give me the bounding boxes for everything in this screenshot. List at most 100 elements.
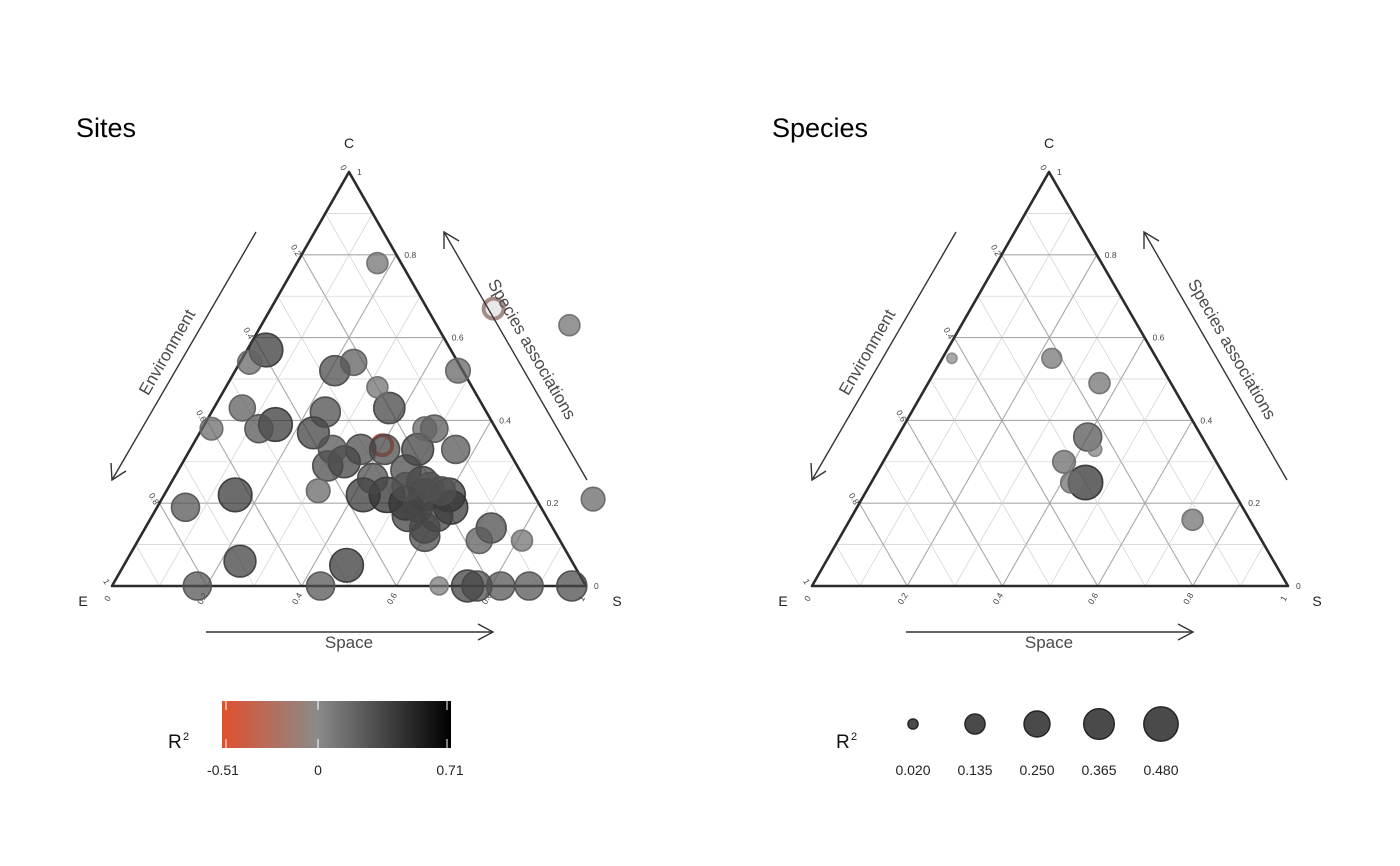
species-grid bbox=[835, 213, 1265, 587]
grid-line bbox=[858, 502, 908, 587]
data-point bbox=[558, 313, 581, 337]
grid-line bbox=[954, 296, 1122, 587]
grid-line bbox=[977, 296, 1146, 587]
grid-line bbox=[206, 420, 303, 587]
data-point bbox=[1181, 508, 1204, 532]
data-point bbox=[217, 477, 253, 513]
grid-line bbox=[1192, 502, 1241, 587]
bottom-tick-label: 0.8 bbox=[1181, 591, 1196, 606]
left-tick-label: 0 bbox=[1038, 163, 1049, 172]
color-legend: R 2 -0.51 0 0.71 bbox=[168, 701, 464, 778]
data-point bbox=[366, 375, 389, 399]
data-point bbox=[429, 576, 449, 596]
grid-line bbox=[1097, 420, 1193, 587]
grid-line bbox=[1049, 378, 1169, 587]
data-point bbox=[182, 571, 213, 601]
data-point bbox=[244, 413, 274, 444]
data-point bbox=[580, 486, 606, 512]
data-point bbox=[223, 544, 257, 578]
sites-species-arrow bbox=[443, 230, 588, 481]
bottom-tick-label: 0.6 bbox=[1086, 591, 1101, 606]
data-point bbox=[485, 571, 516, 601]
grid-line bbox=[159, 213, 374, 587]
bottom-tick-label: 0.6 bbox=[385, 591, 400, 606]
bottom-tick-label: 0.4 bbox=[991, 591, 1006, 606]
data-point bbox=[372, 391, 406, 425]
data-point bbox=[305, 478, 331, 504]
size-legend-label-2: 0.135 bbox=[957, 762, 992, 778]
right-tick-label: 0.8 bbox=[1105, 250, 1117, 260]
right-tick-label: 1 bbox=[1057, 167, 1062, 177]
size-legend-circles bbox=[907, 706, 1179, 742]
left-tick-label: 1 bbox=[101, 577, 112, 586]
grid-line bbox=[538, 544, 563, 587]
grid-line bbox=[135, 544, 160, 587]
species-corner-c: C bbox=[1044, 135, 1054, 151]
right-tick-label: 1 bbox=[357, 167, 362, 177]
data-point bbox=[356, 462, 389, 495]
bottom-tick-label: 0.4 bbox=[290, 591, 305, 606]
size-legend-label-1: 0.020 bbox=[895, 762, 930, 778]
species-corner-e: E bbox=[778, 593, 787, 609]
size-legend-circle bbox=[964, 713, 986, 735]
colorbar-max-label: 0.71 bbox=[436, 762, 463, 778]
right-tick-label: 0.2 bbox=[1248, 498, 1260, 508]
data-point bbox=[309, 396, 342, 428]
data-point bbox=[946, 352, 958, 365]
right-tick-label: 0.6 bbox=[452, 333, 464, 343]
grid-line bbox=[1240, 544, 1265, 587]
sites-title: Sites bbox=[76, 113, 136, 143]
species-species-arrow bbox=[1143, 230, 1288, 481]
colorbar-min-label: -0.51 bbox=[207, 762, 239, 778]
species-corner-s: S bbox=[1312, 593, 1321, 609]
data-point bbox=[412, 416, 438, 442]
size-legend-circle bbox=[907, 718, 919, 730]
bottom-tick-label: 0.2 bbox=[895, 591, 910, 606]
data-point bbox=[465, 526, 494, 555]
data-point bbox=[1059, 471, 1083, 494]
left-tick-label: 0 bbox=[338, 163, 349, 172]
data-point bbox=[366, 251, 389, 275]
right-tick-label: 0.6 bbox=[1153, 333, 1165, 343]
data-point bbox=[555, 570, 588, 602]
sites-environment-arrow bbox=[110, 231, 257, 482]
size-legend-circle bbox=[1082, 708, 1115, 741]
size-legend-title-sup: 2 bbox=[851, 731, 857, 743]
grid-line bbox=[835, 544, 860, 587]
data-point bbox=[329, 547, 365, 583]
data-point bbox=[1051, 449, 1077, 474]
species-tick-labels: 01 00.20.8 0.20.40.6 0.40.60.4 0.60.80.2 0.81… bbox=[801, 163, 1301, 606]
data-point bbox=[444, 357, 472, 384]
right-tick-label: 0 bbox=[1296, 581, 1301, 591]
grid-line bbox=[1144, 461, 1217, 587]
data-point bbox=[1088, 371, 1111, 395]
size-legend-title: R bbox=[836, 732, 850, 753]
data-point bbox=[1041, 347, 1063, 369]
size-legend-label-3: 0.250 bbox=[1019, 762, 1054, 778]
right-tick-label: 0.4 bbox=[1200, 415, 1212, 425]
data-point bbox=[408, 520, 441, 553]
data-point bbox=[228, 394, 257, 422]
grid-line bbox=[859, 213, 1074, 587]
sites-points bbox=[170, 251, 606, 603]
size-legend-label-4: 0.365 bbox=[1081, 762, 1116, 778]
grid-line bbox=[906, 420, 1003, 587]
sites-corner-c: C bbox=[344, 135, 354, 151]
grid-line bbox=[1024, 213, 1241, 587]
size-legend: R 2 0.020 0.135 0.250 0.365 0.480 bbox=[836, 706, 1179, 778]
colorbar bbox=[222, 701, 451, 748]
colorbar-mid-label: 0 bbox=[314, 762, 322, 778]
size-legend-circle bbox=[1143, 706, 1179, 742]
sites-space-arrow bbox=[206, 623, 495, 641]
data-point bbox=[236, 349, 263, 376]
species-points bbox=[946, 347, 1204, 532]
data-point bbox=[510, 529, 534, 552]
right-tick-label: 0 bbox=[594, 581, 599, 591]
right-tick-label: 0.8 bbox=[404, 250, 416, 260]
data-point bbox=[514, 571, 544, 601]
grid-line bbox=[930, 378, 1051, 587]
data-point bbox=[170, 492, 201, 523]
sites-panel: Sites 0100.20.80.20.40.60.40.60.40.60.80… bbox=[76, 113, 622, 652]
bottom-tick-label: 0 bbox=[102, 594, 113, 603]
data-point bbox=[1087, 441, 1103, 458]
